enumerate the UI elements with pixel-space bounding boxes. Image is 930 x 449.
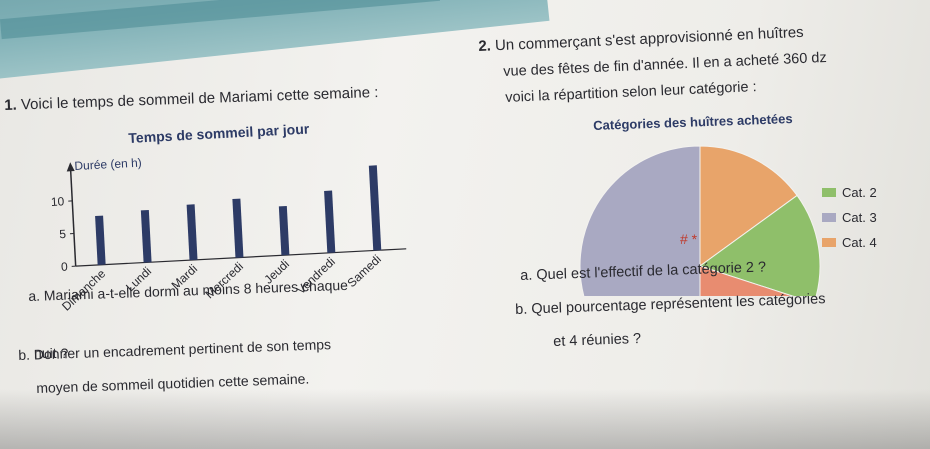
legend-swatch-cat2 (822, 188, 836, 197)
bar-lundi (140, 209, 152, 263)
bar-dimanche (95, 215, 106, 265)
pie-slice-1 (579, 145, 701, 296)
legend-swatch-cat4 (822, 238, 836, 247)
ex1-number: 1. (4, 96, 18, 114)
pie-legend-cat2: Cat. 2 (822, 185, 877, 200)
legend-swatch-cat3 (822, 213, 836, 222)
pie-slice-4 (699, 265, 794, 296)
x-axis (75, 248, 407, 267)
legend-label-cat3: Cat. 3 (842, 210, 877, 225)
ex2-line3: voici la répartition selon leur catégori… (505, 79, 757, 106)
pie-chart: # * (579, 145, 821, 296)
pie-legend-cat3: Cat. 3 (822, 210, 877, 225)
pie-chart-title: Catégories des huîtres achetées (593, 111, 793, 133)
bar-mardi (186, 204, 198, 261)
bar-vendredi (324, 190, 336, 253)
y-tick-label: 10 (51, 194, 65, 209)
pie-annotation: # * (680, 231, 698, 247)
ex2-qb-line2: et 4 réunies ? (553, 330, 642, 350)
bar-samedi (368, 165, 382, 251)
ex1-intro: 1. Voici le temps de sommeil de Mariami … (4, 84, 379, 114)
ex1-qa-letter: a. (28, 287, 41, 304)
ex2-line1: 2. Un commerçant s'est approvisionné en … (478, 24, 804, 55)
ex1-intro-text: Voici le temps de sommeil de Mariami cet… (20, 83, 379, 114)
ex2-qb-letter: b. (515, 301, 528, 318)
y-axis-arrow (66, 162, 75, 172)
legend-label-cat2: Cat. 2 (842, 185, 877, 200)
ex2-qa-letter: a. (520, 267, 533, 284)
ex1-question-b: b. Donner un encadrement pertinent de so… (18, 336, 331, 363)
bottom-shadow (0, 389, 930, 449)
y-tick-label: 5 (59, 227, 67, 241)
y-axis-label: Durée (en h) (74, 156, 142, 174)
ex2-line1-text: Un commerçant s'est approvisionné en huî… (494, 23, 804, 55)
ex1-qb-letter: b. (18, 346, 31, 363)
category-label-samedi: Samedi (345, 252, 384, 290)
bar-jeudi (278, 205, 290, 256)
ex1-qb-line1: Donner un encadrement pertinent de son t… (33, 336, 332, 363)
pie-legend-cat4: Cat. 4 (822, 235, 877, 250)
pie-slice-2 (699, 145, 798, 267)
bar-mercredi (232, 198, 244, 258)
pie-slice-3 (698, 194, 821, 296)
legend-label-cat4: Cat. 4 (842, 235, 877, 250)
ex1-qa-line2: nuit ? (34, 345, 69, 361)
y-axis (69, 168, 77, 267)
ex2-number: 2. (478, 37, 492, 55)
ex2-line2: vue des fêtes de fin d'année. Il en a ac… (503, 49, 828, 80)
y-tick-label: 0 (61, 260, 69, 274)
